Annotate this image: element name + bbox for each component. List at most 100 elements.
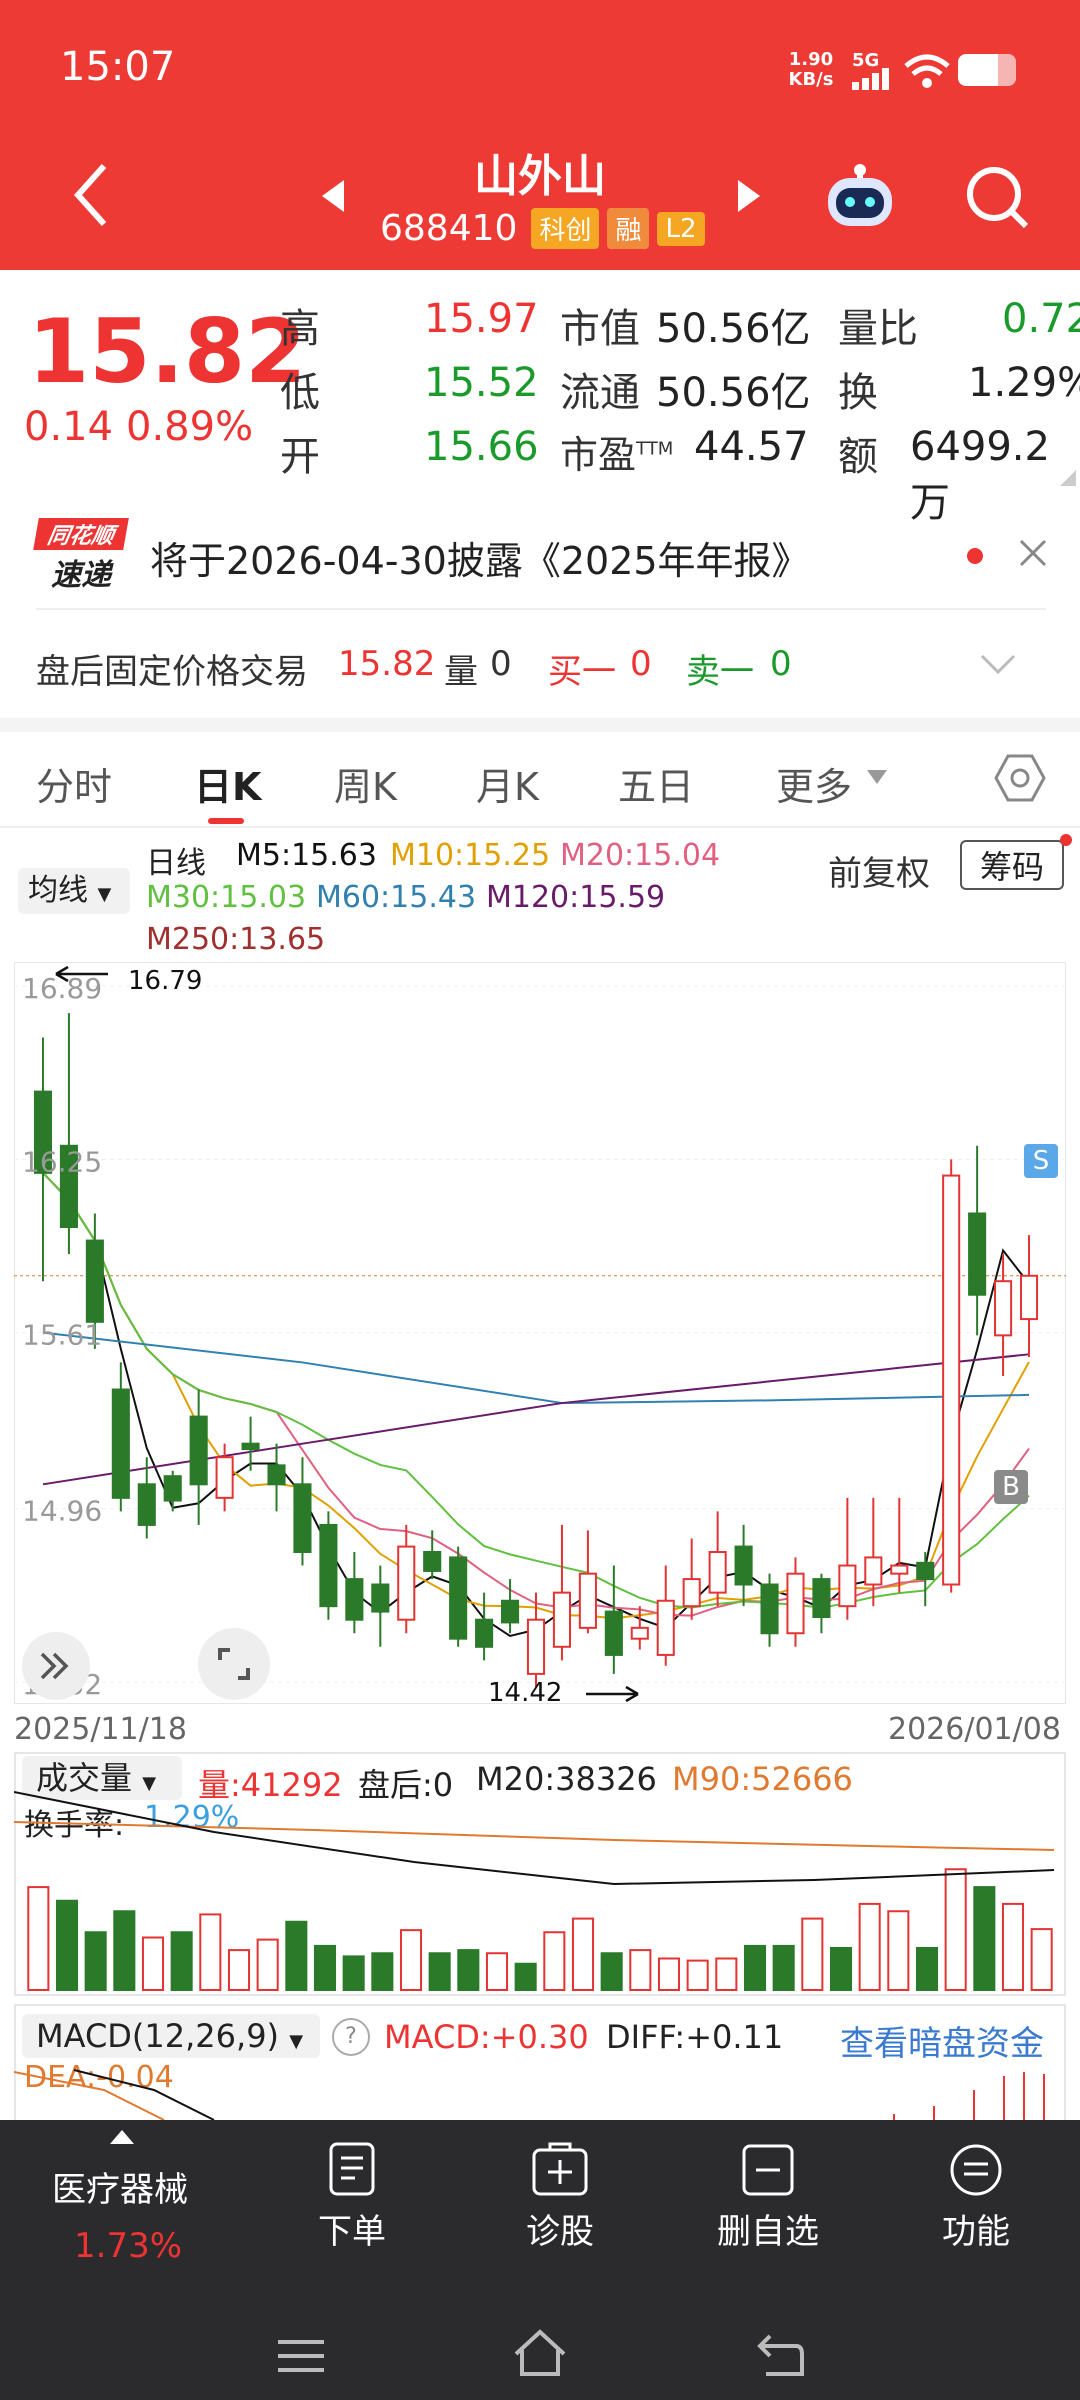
volume-m90: M90:52666 (672, 1760, 853, 1798)
expand-chart-icon[interactable] (22, 1632, 90, 1700)
market-cap-value: 50.56亿 (656, 306, 811, 352)
settings-hex-icon[interactable] (994, 752, 1046, 808)
float-cap-value: 50.56亿 (656, 370, 811, 416)
candle-body (552, 1591, 571, 1648)
candle-body (916, 1561, 935, 1581)
tab-intraday[interactable]: 分时 (36, 765, 113, 809)
volume-bar (170, 1931, 193, 1991)
diff-value: DIFF:+0.11 (606, 2018, 784, 2056)
divider (36, 608, 1046, 610)
volume-bar (715, 1957, 738, 1991)
volume-bar (543, 1931, 566, 1991)
ma-selector[interactable]: 均线 ▼ (18, 868, 130, 914)
candle-body (59, 1144, 78, 1229)
volume-chart[interactable] (14, 1752, 1066, 1996)
menu-circle-icon (950, 2144, 1002, 2196)
stock-code-row: 688410 科创 融 L2 (380, 208, 705, 249)
candle-body (942, 1174, 961, 1586)
prev-stock-icon[interactable] (318, 178, 348, 218)
status-time: 15:07 (60, 44, 176, 90)
high-label: 高 (280, 306, 320, 352)
close-icon[interactable] (1018, 538, 1048, 572)
system-menu-icon[interactable] (276, 2336, 326, 2380)
battery-icon (958, 54, 1016, 86)
volume-bar (571, 1917, 595, 1992)
next-stock-icon[interactable] (734, 178, 764, 218)
amount-value: 6499.2万 (910, 424, 1050, 526)
help-icon[interactable]: ? (332, 2018, 370, 2056)
tab-monthly-k[interactable]: 月K (476, 765, 539, 809)
stock-code: 688410 (380, 208, 518, 249)
low-label: 低 (280, 370, 320, 416)
system-back-icon[interactable] (756, 2332, 806, 2382)
dark-pool-link[interactable]: 查看暗盘资金 (840, 2024, 1044, 2064)
macd-selector[interactable]: MACD(12,26,9) ▼ (22, 2014, 320, 2058)
stock-name: 山外山 (474, 151, 606, 202)
vol-ratio-value: 0.72 (1002, 296, 1080, 342)
candle-body (682, 1578, 701, 1608)
volume-bar (84, 1931, 107, 1991)
search-icon[interactable] (964, 164, 1030, 234)
diagnose-button[interactable]: 诊股 (480, 2142, 640, 2253)
diagnose-icon (532, 2142, 588, 2196)
tab-weekly-k[interactable]: 周K (334, 765, 397, 809)
sector-name[interactable]: 医疗器械 (52, 2170, 188, 2210)
sell-signal-icon[interactable]: S (1024, 1144, 1058, 1178)
volume-bar (1001, 1902, 1025, 1991)
float-cap-label: 流通 (560, 370, 640, 416)
tab-more[interactable]: 更多 (776, 765, 853, 809)
volume-bar (1030, 1928, 1053, 1992)
section-gap (0, 718, 1080, 732)
x-label-start: 2025/11/18 (14, 1712, 187, 1747)
candle-body (864, 1556, 883, 1586)
vol-ratio-label: 量比 (838, 306, 918, 352)
adjust-mode[interactable]: 前复权 (828, 854, 930, 894)
macd-panel (14, 2004, 1066, 2120)
tab-five-day[interactable]: 五日 (618, 765, 695, 809)
high-arrow-icon (50, 964, 110, 988)
fullscreen-icon[interactable] (198, 1628, 270, 1700)
volume-bar (256, 1938, 279, 1992)
system-home-icon[interactable] (512, 2328, 568, 2382)
volume-panel (14, 1752, 1066, 1996)
remove-watchlist-button[interactable]: 删自选 (688, 2142, 848, 2253)
volume-bar (973, 1886, 996, 1992)
legend-m120: M120:15.59 (486, 880, 666, 915)
high-value: 15.97 (424, 296, 539, 342)
candle-body (475, 1618, 494, 1648)
back-icon[interactable] (70, 160, 110, 234)
notice-dot-icon (967, 548, 983, 564)
candle-body (760, 1583, 779, 1635)
volume-bar (27, 1886, 50, 1992)
chip-button[interactable]: 筹码 (960, 840, 1064, 890)
caret-up-icon[interactable] (110, 2130, 134, 2144)
notice-text[interactable]: 将于2026-04-30披露《2025年年报》 (150, 539, 810, 583)
buy1-value: 0 (630, 644, 652, 684)
candle-body (604, 1610, 623, 1656)
candle-body (85, 1239, 104, 1323)
robot-assistant-icon[interactable] (822, 160, 898, 234)
x-label-end: 2026/01/08 (888, 1712, 1061, 1747)
turnover-value: 1.29% (968, 360, 1080, 406)
order-button[interactable]: 下单 (272, 2142, 432, 2253)
high-marker: 16.79 (128, 966, 203, 996)
chevron-down-icon[interactable] (978, 652, 1018, 680)
candle-body (786, 1572, 805, 1635)
signal-label: 5G (852, 50, 880, 71)
volume-selector[interactable]: 成交量 ▼ (22, 1756, 182, 1800)
candle-body (293, 1483, 312, 1554)
low-value: 15.52 (424, 360, 539, 406)
buy-signal-icon[interactable]: B (994, 1470, 1028, 1504)
legend-day-line: 日线 (146, 846, 206, 881)
remove-icon (742, 2144, 794, 2196)
volume-bar (629, 1949, 652, 1992)
tab-daily-k[interactable]: 日K (194, 765, 262, 809)
corner-expand-icon[interactable] (1060, 470, 1076, 486)
candle-body (111, 1388, 130, 1499)
legend-m10: M10:15.25 (390, 838, 551, 873)
candle-body (630, 1626, 649, 1640)
legend-m30: M30:15.03 (146, 880, 307, 915)
candle-body (449, 1556, 468, 1640)
function-button[interactable]: 功能 (896, 2142, 1056, 2253)
